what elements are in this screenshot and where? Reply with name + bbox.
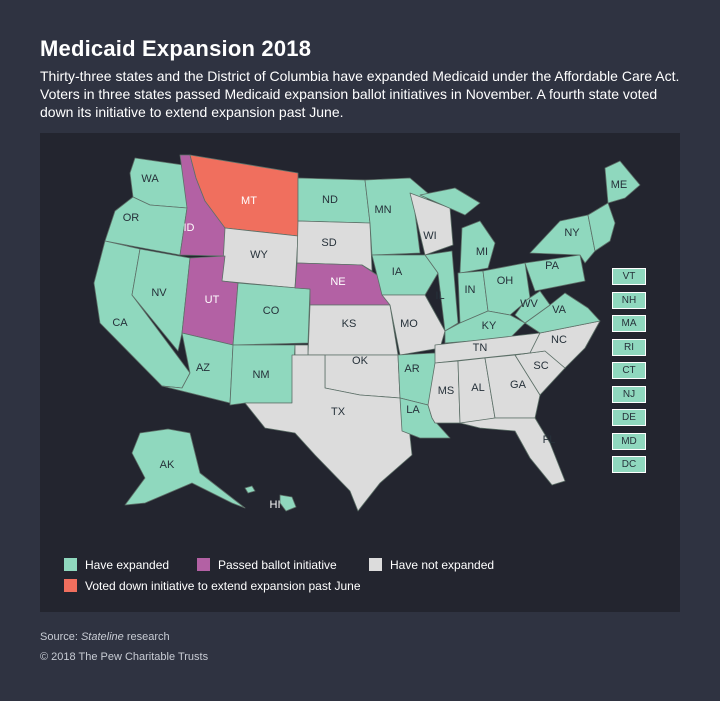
small-state-box-ct[interactable]: CT bbox=[612, 362, 646, 379]
legend-item-voted-down: Voted down initiative to extend expansio… bbox=[64, 578, 361, 594]
state-label-ks: KS bbox=[342, 318, 357, 330]
state-label-mt: MT bbox=[241, 195, 257, 207]
state-label-co: CO bbox=[263, 305, 280, 317]
copyright: © 2018 The Pew Charitable Trusts bbox=[40, 651, 209, 663]
state-label-ar: AR bbox=[404, 363, 419, 375]
state-mi-upper[interactable] bbox=[419, 187, 481, 216]
state-hi[interactable] bbox=[244, 485, 256, 494]
legend-swatch-voted-down bbox=[64, 579, 77, 593]
state-new-england[interactable] bbox=[587, 202, 616, 252]
state-label-tx: TX bbox=[331, 406, 346, 418]
legend-swatch-not-expanded bbox=[369, 558, 382, 572]
state-label-sd: SD bbox=[321, 237, 336, 249]
legend-label-expanded: Have expanded bbox=[85, 558, 170, 572]
state-label-mn: MN bbox=[374, 204, 391, 216]
small-state-box-ma[interactable]: MA bbox=[612, 315, 646, 332]
state-label-me: ME bbox=[611, 179, 628, 191]
state-label-il: IL bbox=[435, 290, 444, 302]
state-label-ia: IA bbox=[392, 266, 403, 278]
us-map: WA OR CA NV ID MT WY UT AZ CO NM ND SD NE KS OK TX MN IA MO… bbox=[93, 154, 641, 512]
legend-label-not-expanded: Have not expanded bbox=[390, 558, 495, 572]
state-label-la: LA bbox=[406, 404, 420, 416]
small-state-box-md[interactable]: MD bbox=[612, 432, 646, 450]
state-oh[interactable] bbox=[482, 262, 531, 316]
state-label-ok: OK bbox=[352, 355, 369, 367]
state-wv[interactable] bbox=[514, 290, 551, 324]
source-note: Source: Stateline research bbox=[40, 631, 170, 643]
legend-item-not-expanded: Have not expanded bbox=[369, 557, 494, 573]
state-label-ut: UT bbox=[205, 294, 220, 306]
state-label-tn: TN bbox=[473, 342, 488, 354]
legend-swatch-ballot bbox=[197, 558, 210, 572]
legend-swatch-expanded bbox=[64, 558, 77, 572]
state-label-ms: MS bbox=[438, 385, 455, 397]
state-labels: WA OR CA NV ID MT WY UT AZ CO NM ND SD NE KS OK TX MN IA MO… bbox=[112, 173, 627, 511]
state-label-wi: WI bbox=[423, 230, 436, 242]
state-label-oh: OH bbox=[497, 275, 514, 287]
state-hi-big[interactable] bbox=[279, 494, 297, 512]
small-state-box-nh[interactable]: NH bbox=[612, 291, 646, 309]
state-label-az: AZ bbox=[196, 362, 210, 374]
state-label-sc: SC bbox=[533, 360, 548, 372]
state-ny[interactable] bbox=[529, 214, 596, 264]
legend-label-voted-down: Voted down initiative to extend expansio… bbox=[85, 579, 361, 593]
state-label-or: OR bbox=[123, 212, 140, 224]
small-state-box-vt[interactable]: VT bbox=[612, 268, 646, 285]
state-label-ga: GA bbox=[510, 379, 527, 391]
state-ks[interactable] bbox=[307, 304, 399, 356]
state-label-in: IN bbox=[465, 284, 476, 296]
source-suffix: research bbox=[123, 631, 170, 643]
small-state-box-dc[interactable]: DC bbox=[612, 456, 646, 473]
state-label-wa: WA bbox=[141, 173, 159, 185]
state-label-wv: WV bbox=[520, 298, 538, 310]
state-ak[interactable] bbox=[124, 428, 246, 509]
state-label-fl: FL bbox=[543, 434, 556, 446]
state-mi[interactable] bbox=[459, 220, 496, 274]
state-label-mi: MI bbox=[476, 246, 488, 258]
small-state-box-de[interactable]: DE bbox=[612, 409, 646, 426]
source-prefix: Source: bbox=[40, 631, 81, 643]
state-label-nc: NC bbox=[551, 334, 567, 346]
state-label-ca: CA bbox=[112, 317, 128, 329]
state-label-ny: NY bbox=[564, 227, 580, 239]
small-state-box-nj[interactable]: NJ bbox=[612, 385, 646, 403]
state-label-pa: PA bbox=[545, 260, 560, 272]
state-label-nd: ND bbox=[322, 194, 338, 206]
state-me[interactable] bbox=[604, 160, 641, 204]
state-label-va: VA bbox=[552, 304, 567, 316]
state-tx[interactable] bbox=[244, 354, 413, 512]
state-label-id: ID bbox=[184, 222, 195, 234]
page-title: Medicaid Expansion 2018 bbox=[40, 36, 312, 61]
legend-item-expanded: Have expanded bbox=[64, 557, 169, 573]
state-co[interactable] bbox=[232, 282, 311, 346]
state-fl[interactable] bbox=[459, 417, 566, 486]
small-state-box-ri[interactable]: RI bbox=[612, 338, 646, 356]
state-label-al: AL bbox=[471, 382, 484, 394]
state-ia[interactable] bbox=[371, 254, 439, 296]
page-subtitle: Thirty-three states and the District of … bbox=[40, 68, 680, 120]
source-name: Stateline bbox=[80, 631, 124, 643]
state-nv[interactable] bbox=[131, 248, 191, 352]
state-ga[interactable] bbox=[484, 354, 541, 419]
state-label-nm: NM bbox=[252, 369, 269, 381]
legend-label-ballot: Passed ballot initiative bbox=[218, 558, 337, 572]
state-label-ak: AK bbox=[160, 459, 175, 471]
state-pa[interactable] bbox=[524, 254, 586, 292]
state-ky[interactable] bbox=[444, 310, 526, 344]
state-label-nv: NV bbox=[151, 287, 167, 299]
state-label-ne: NE bbox=[330, 276, 345, 288]
state-label-hi: HI bbox=[270, 499, 281, 511]
map-panel: WA OR CA NV ID MT WY UT AZ CO NM ND SD NE KS OK TX MN IA MO… bbox=[40, 133, 680, 612]
state-label-ky: KY bbox=[482, 320, 497, 332]
legend-item-ballot: Passed ballot initiative bbox=[197, 557, 337, 573]
state-label-mo: MO bbox=[400, 318, 418, 330]
state-il[interactable] bbox=[424, 250, 459, 332]
state-label-wy: WY bbox=[250, 249, 268, 261]
